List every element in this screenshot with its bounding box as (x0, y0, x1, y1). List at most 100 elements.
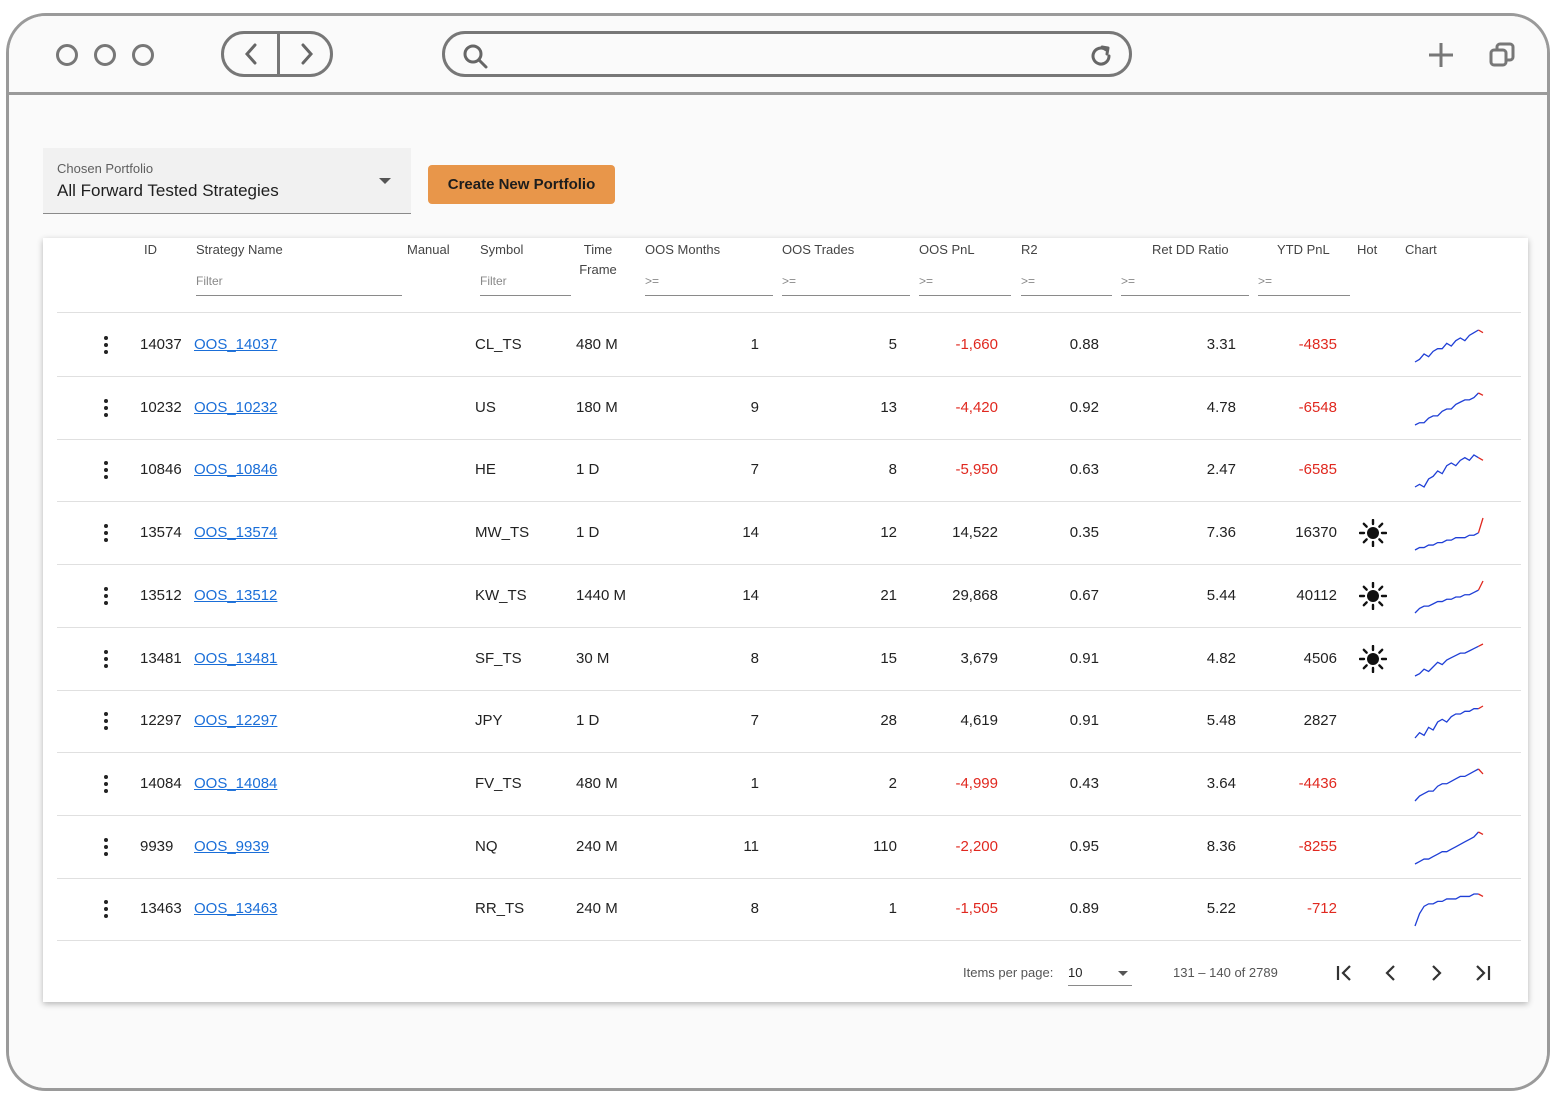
strategy-name-link[interactable]: OOS_14037 (194, 336, 278, 353)
column-header-oos-months[interactable]: OOS Months (645, 242, 721, 257)
r2-filter-input[interactable]: >= (1021, 272, 1112, 296)
oos-months-filter-input[interactable]: >= (645, 272, 773, 296)
kebab-menu-icon[interactable] (103, 649, 109, 670)
cell-symbol: SF_TS (475, 649, 522, 667)
create-new-portfolio-button[interactable]: Create New Portfolio (428, 165, 615, 204)
sparkline-chart[interactable] (1413, 577, 1485, 617)
cell-symbol: FV_TS (475, 774, 522, 792)
kebab-menu-icon[interactable] (103, 336, 109, 356)
previous-page-button[interactable] (1376, 958, 1406, 988)
cell-ret-dd-ratio: 3.31 (1206, 336, 1236, 353)
first-page-button[interactable] (1330, 958, 1360, 988)
column-header-r2[interactable]: R2 (1021, 242, 1038, 257)
strategy-name-link[interactable]: OOS_9939 (194, 837, 270, 855)
ytd-pnl-filter-input[interactable]: >= (1258, 272, 1350, 296)
sparkline-chart[interactable] (1413, 890, 1485, 930)
table-row[interactable]: 12297 OOS_12297 JPY 1 D 7 28 4,619 0.91 5.48 2827 (57, 690, 1521, 754)
cell-ytd-pnl: -4835 (1298, 336, 1337, 353)
cell-ret-dd-ratio: 4.82 (1206, 649, 1236, 667)
column-header-ret-dd-ratio[interactable]: Ret DD Ratio (1152, 242, 1229, 257)
table-header: ID Strategy Name Manual Symbol Time Fram… (43, 238, 1528, 313)
sparkline-chart[interactable] (1413, 514, 1485, 554)
symbol-filter-input[interactable]: Filter (480, 272, 571, 296)
back-button[interactable] (224, 34, 277, 74)
sparkline-chart[interactable] (1413, 451, 1485, 491)
table-row[interactable]: 14084 OOS_14084 FV_TS 480 M 1 2 -4,999 0.43 3.64… (57, 753, 1521, 816)
sparkline-chart[interactable] (1413, 828, 1485, 868)
kebab-menu-icon[interactable] (103, 900, 109, 920)
column-header-symbol[interactable]: Symbol (480, 242, 524, 257)
cell-oos-trades: 110 (873, 837, 897, 855)
chevron-right-icon (301, 43, 313, 65)
kebab-menu-icon[interactable] (103, 837, 109, 858)
window-close-button[interactable] (56, 44, 78, 66)
sparkline-chart[interactable] (1413, 640, 1485, 680)
strategy-name-link[interactable]: OOS_13481 (194, 649, 278, 667)
chevron-down-icon (1118, 971, 1128, 976)
table-row[interactable]: 13463 OOS_13463 RR_TS 240 M 8 1 -1,505 0.89 5.22… (57, 878, 1521, 942)
plus-icon (1429, 43, 1453, 67)
cell-r2: 0.89 (1069, 900, 1099, 918)
tabs-overview-button[interactable] (1487, 40, 1517, 70)
column-header-oos-pnl[interactable]: OOS PnL (919, 242, 975, 257)
strategy-name-link[interactable]: OOS_14084 (194, 774, 278, 792)
column-header-ytd-pnl[interactable]: YTD PnL (1277, 242, 1330, 257)
sparkline-chart[interactable] (1413, 389, 1485, 429)
cell-oos-trades: 2 (888, 774, 897, 792)
sparkline-chart[interactable] (1413, 326, 1485, 366)
cell-id: 13512 (140, 586, 182, 604)
new-tab-button[interactable] (1424, 38, 1458, 72)
column-header-strategy-name[interactable]: Strategy Name (196, 242, 283, 257)
window-minimize-button[interactable] (94, 44, 116, 66)
search-icon (463, 44, 488, 69)
cell-ret-dd-ratio: 5.48 (1206, 712, 1236, 730)
oos-trades-filter-input[interactable]: >= (782, 272, 910, 296)
column-header-oos-trades[interactable]: OOS Trades (782, 242, 855, 257)
sparkline-series (1414, 708, 1479, 739)
address-bar[interactable] (442, 31, 1132, 77)
strategy-name-link[interactable]: OOS_13574 (194, 524, 278, 542)
strategy-name-link[interactable]: OOS_10232 (194, 398, 278, 416)
cell-oos-months: 7 (750, 712, 759, 730)
kebab-menu-icon[interactable] (103, 712, 109, 732)
strategy-name-filter-input[interactable]: Filter (196, 272, 402, 296)
strategy-name-link[interactable]: OOS_10846 (194, 461, 278, 479)
column-header-id[interactable]: ID (144, 242, 157, 257)
nav-buttons (221, 31, 333, 77)
column-header-time-frame[interactable]: Time Frame (573, 240, 623, 280)
table-row[interactable]: 14037 OOS_14037 CL_TS 480 M 1 5 -1,660 0.88 3.31… (57, 314, 1521, 377)
cell-time-frame: 480 M (576, 774, 618, 792)
column-header-manual[interactable]: Manual (407, 242, 450, 257)
window-zoom-button[interactable] (132, 44, 154, 66)
cell-symbol: MW_TS (475, 524, 530, 542)
cell-time-frame: 240 M (576, 900, 618, 918)
kebab-menu-icon[interactable] (103, 774, 109, 795)
oos-pnl-filter-input[interactable]: >= (919, 272, 1011, 296)
kebab-menu-icon[interactable] (103, 461, 109, 481)
kebab-menu-icon[interactable] (103, 586, 109, 607)
cell-oos-months: 7 (750, 461, 759, 479)
kebab-menu-icon[interactable] (103, 524, 109, 544)
table-row[interactable]: 10846 OOS_10846 HE 1 D 7 8 -5,950 0.63 2.47 -6585 (57, 439, 1521, 503)
strategy-name-link[interactable]: OOS_13512 (194, 586, 278, 604)
last-page-button[interactable] (1467, 958, 1497, 988)
sparkline-chart[interactable] (1413, 765, 1485, 805)
table-row[interactable]: 9939 OOS_9939 NQ 240 M 11 110 -2,200 0.95 8.36 -8… (57, 816, 1521, 879)
items-per-page-select[interactable]: 10 (1068, 960, 1132, 986)
next-page-button[interactable] (1421, 958, 1451, 988)
table-row[interactable]: 13574 OOS_13574 MW_TS 1 D 14 12 14,522 0.35 7.36… (57, 502, 1521, 566)
table-row[interactable]: 13481 OOS_13481 SF_TS 30 M 8 15 3,679 0.91 4.82 4… (57, 628, 1521, 691)
strategy-name-link[interactable]: OOS_13463 (194, 900, 278, 918)
strategy-name-link[interactable]: OOS_12297 (194, 712, 278, 730)
cell-oos-pnl: 29,868 (952, 586, 998, 604)
portfolio-select[interactable]: Chosen Portfolio All Forward Tested Stra… (43, 148, 411, 214)
table-row[interactable]: 13512 OOS_13512 KW_TS 1440 M 14 21 29,868 0.67 5… (57, 565, 1521, 628)
ret-dd-filter-input[interactable]: >= (1121, 272, 1249, 296)
table-row[interactable]: 10232 OOS_10232 US 180 M 9 13 -4,420 0.92 4.78 -6… (57, 377, 1521, 440)
column-header-hot[interactable]: Hot (1357, 242, 1378, 257)
cell-id: 10846 (140, 461, 182, 479)
reload-icon[interactable] (1087, 42, 1115, 70)
sparkline-chart[interactable] (1413, 702, 1485, 742)
forward-button[interactable] (280, 34, 333, 74)
kebab-menu-icon[interactable] (103, 398, 109, 419)
